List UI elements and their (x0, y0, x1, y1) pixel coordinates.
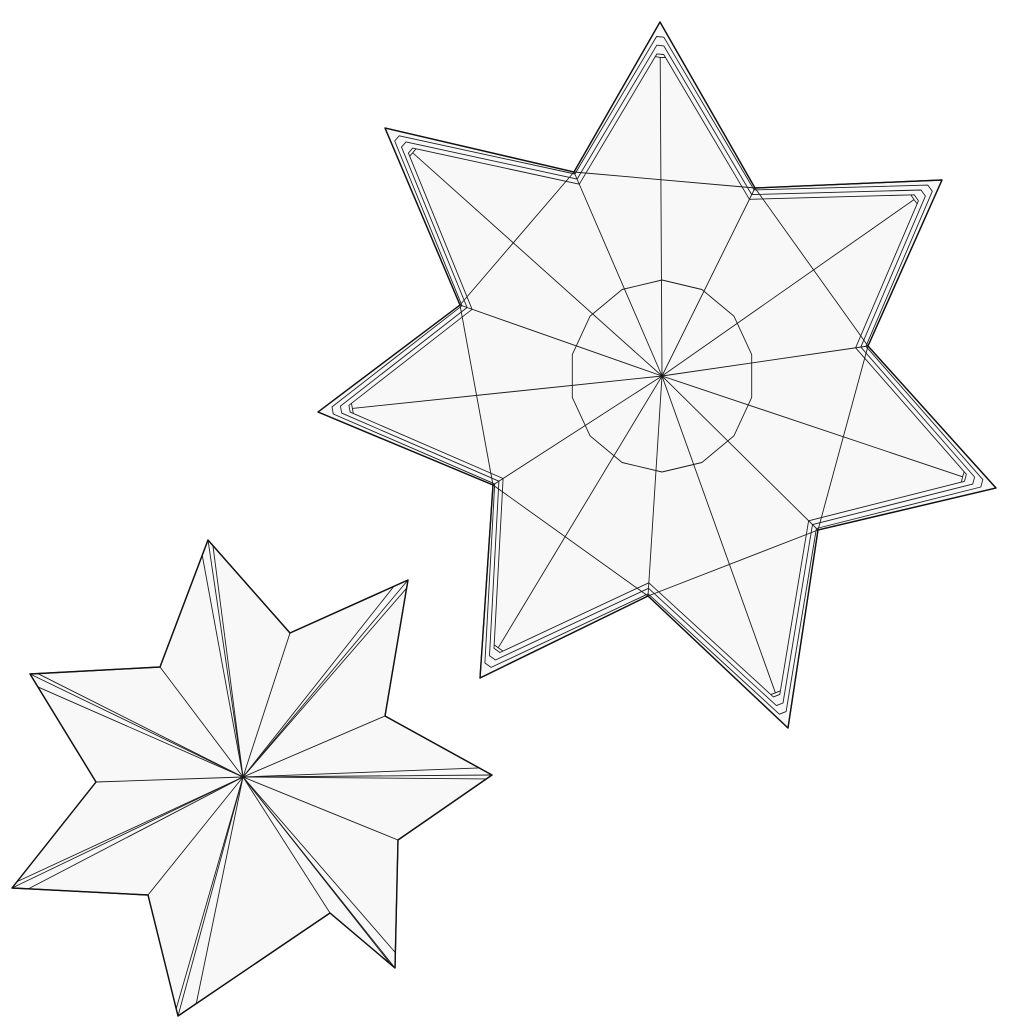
seven-point-star-mesh (318, 22, 996, 728)
six-point-star-mesh (12, 540, 492, 1016)
